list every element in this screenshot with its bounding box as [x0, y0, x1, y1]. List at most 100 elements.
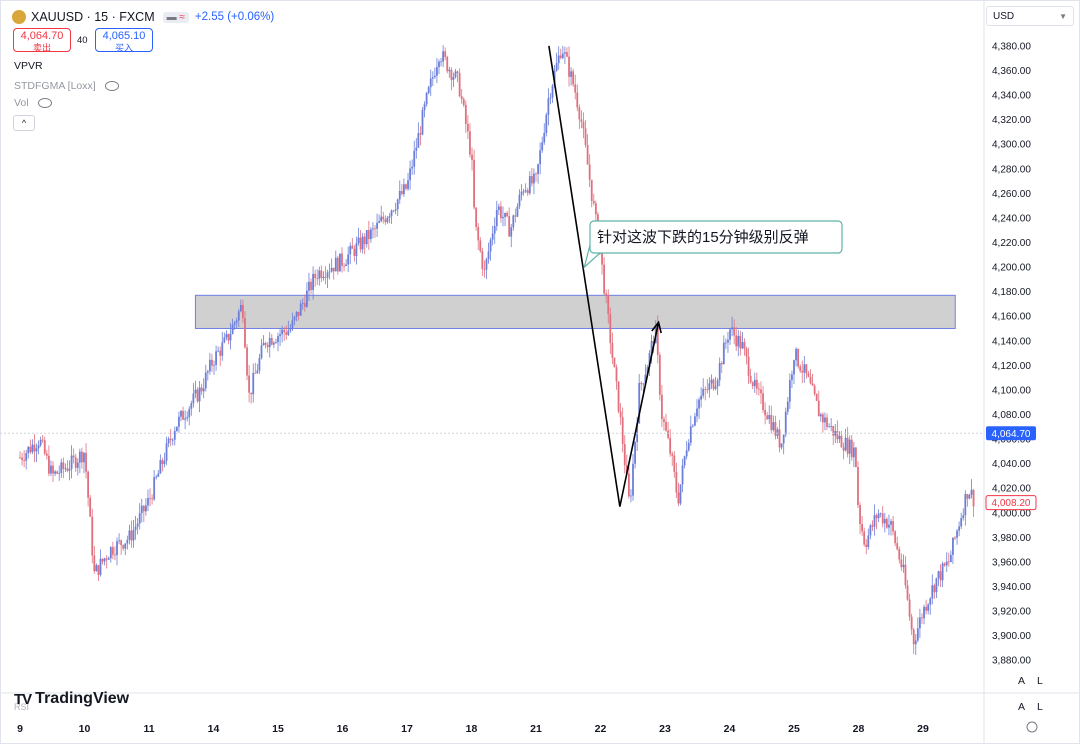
- candle-body: [153, 477, 156, 500]
- status-pill: ▬ ≈: [162, 11, 189, 23]
- candle-body: [574, 84, 577, 93]
- resistance-zone: [194, 294, 956, 329]
- candle-body: [927, 604, 930, 611]
- candle-body: [161, 460, 164, 465]
- auto-scale-button[interactable]: A: [1018, 675, 1026, 687]
- indicator-vol[interactable]: Vol: [14, 97, 52, 109]
- candle-body: [312, 273, 314, 291]
- y-tick-label: 3,960.00: [992, 557, 1031, 568]
- candle-body: [613, 357, 616, 368]
- candle-body: [733, 327, 736, 336]
- candle-body: [861, 524, 864, 532]
- candle-body: [704, 388, 707, 390]
- candle-body: [215, 351, 217, 365]
- candle-body: [21, 457, 23, 460]
- candle-body: [237, 311, 240, 321]
- candle-body: [458, 73, 461, 97]
- candle-body: [661, 394, 663, 420]
- candle-body: [291, 320, 294, 329]
- y-tick-label: 4,020.00: [992, 484, 1031, 495]
- chevron-down-icon: ▼: [1059, 12, 1067, 21]
- candle-body: [921, 617, 923, 619]
- candle-body: [710, 379, 713, 384]
- annotation-text: 针对这波下跌的15分钟级别反弹: [597, 229, 809, 246]
- candle-body: [489, 239, 492, 252]
- candle-body: [968, 494, 971, 499]
- indicator-vpvr[interactable]: VPVR: [14, 60, 43, 72]
- y-tick-label: 4,080.00: [992, 410, 1031, 421]
- eye-hidden-icon[interactable]: [104, 81, 119, 92]
- auto-scale-button-2[interactable]: A: [1018, 701, 1026, 713]
- candle-body: [751, 382, 754, 387]
- candle-body: [873, 515, 876, 527]
- candle-body: [958, 526, 961, 531]
- candle-body: [202, 388, 205, 392]
- candle-body: [477, 226, 480, 241]
- candle-body: [786, 401, 789, 412]
- candle-body: [39, 439, 42, 446]
- candle-body: [254, 372, 257, 374]
- candle-body: [892, 521, 894, 532]
- x-tick-label: 23: [659, 723, 671, 735]
- candle-body: [221, 342, 224, 356]
- candle-body: [919, 617, 921, 629]
- candle-body: [813, 385, 816, 394]
- candle-body: [242, 304, 244, 319]
- candle-body: [384, 219, 387, 223]
- candle-body: [138, 513, 141, 524]
- indicator-stdfgma[interactable]: STDFGMA [Loxx]: [14, 80, 119, 92]
- collapse-chevron-up-icon[interactable]: ^: [13, 115, 35, 131]
- currency-select[interactable]: USD ▼: [986, 6, 1074, 26]
- candle-body: [37, 445, 40, 449]
- candle-body: [768, 415, 771, 420]
- candle-body: [396, 199, 399, 210]
- candle-body: [403, 184, 405, 195]
- log-scale-button[interactable]: L: [1037, 675, 1043, 687]
- candle-body: [336, 257, 339, 272]
- candle-body: [590, 179, 593, 201]
- candle-body: [262, 342, 265, 346]
- candle-body: [25, 453, 28, 461]
- y-tick-label: 4,240.00: [992, 213, 1031, 224]
- tradingview-mark-icon: TV: [14, 690, 32, 708]
- candle-body: [357, 237, 360, 244]
- candle-body: [450, 69, 453, 80]
- candle-body: [87, 471, 90, 498]
- buy-button[interactable]: 4,065.10 买入: [95, 28, 153, 53]
- candle-body: [105, 558, 108, 560]
- candle-body: [700, 395, 703, 400]
- candle-body: [23, 459, 26, 461]
- candle-body: [178, 416, 180, 427]
- sell-button[interactable]: 4,064.70 卖出: [13, 28, 71, 53]
- candle-body: [72, 455, 75, 458]
- candle-body: [252, 372, 255, 395]
- spread-value: 40: [77, 35, 88, 46]
- candle-body: [885, 519, 888, 528]
- candle-body: [52, 465, 54, 474]
- candle-body: [720, 363, 723, 365]
- candle-body: [33, 444, 36, 452]
- candle-body: [497, 206, 500, 210]
- current-price-tag: [986, 426, 1036, 441]
- candle-body: [535, 173, 537, 175]
- candle-body: [739, 335, 742, 349]
- candle-body: [954, 537, 956, 539]
- candle-body: [58, 472, 61, 474]
- log-scale-button-2[interactable]: L: [1037, 701, 1043, 713]
- candle-body: [673, 455, 676, 472]
- candle-body: [539, 150, 542, 165]
- symbol-header[interactable]: XAUUSD · 15 · FXCM ▬ ≈ +2.55 (+0.06%): [12, 8, 274, 26]
- candle-body: [609, 314, 612, 344]
- candle-body: [425, 93, 428, 105]
- eye-hidden-icon[interactable]: [37, 98, 52, 109]
- y-tick-label: 4,100.00: [992, 385, 1031, 396]
- candle-body: [41, 439, 44, 441]
- symbol-title[interactable]: XAUUSD · 15 · FXCM: [31, 10, 155, 24]
- candle-body: [223, 337, 226, 343]
- candle-body: [510, 227, 513, 237]
- candle-body: [308, 281, 310, 291]
- candle-body: [828, 426, 830, 428]
- candle-body: [815, 393, 818, 401]
